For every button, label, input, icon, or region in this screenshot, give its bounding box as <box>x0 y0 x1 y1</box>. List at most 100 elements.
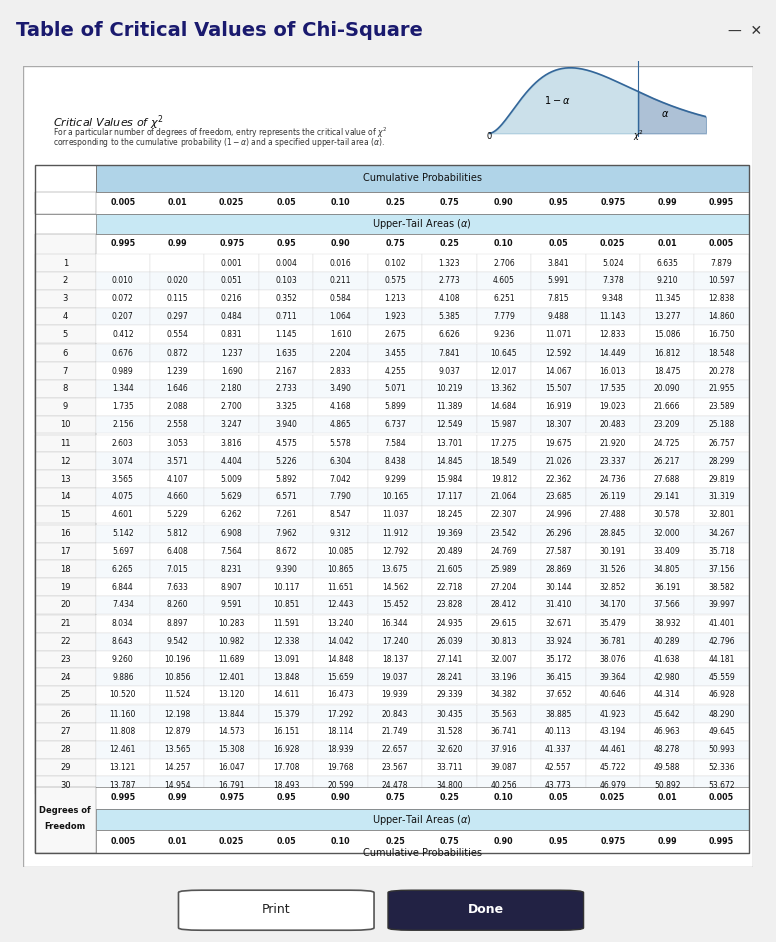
Bar <box>640 380 695 398</box>
Text: 8.034: 8.034 <box>112 620 133 628</box>
Bar <box>368 290 422 307</box>
Text: 0.412: 0.412 <box>112 330 133 339</box>
Text: 12.549: 12.549 <box>436 420 462 429</box>
Bar <box>640 706 695 723</box>
Text: 38.076: 38.076 <box>599 655 626 664</box>
Text: 8.643: 8.643 <box>112 637 133 646</box>
Text: 0.975: 0.975 <box>600 836 625 846</box>
Text: 30.191: 30.191 <box>600 547 626 556</box>
Bar <box>205 325 259 343</box>
Text: 30.144: 30.144 <box>545 582 572 592</box>
Text: 15.987: 15.987 <box>490 420 517 429</box>
Text: 15.507: 15.507 <box>545 384 572 394</box>
Text: 27.488: 27.488 <box>600 510 626 519</box>
Bar <box>531 488 586 506</box>
Bar <box>259 723 314 740</box>
Text: 0.072: 0.072 <box>112 294 133 303</box>
Text: 30.813: 30.813 <box>490 637 517 646</box>
Text: 0.95: 0.95 <box>549 199 568 207</box>
Bar <box>586 723 640 740</box>
Text: 46.928: 46.928 <box>708 690 735 700</box>
Bar <box>586 506 640 524</box>
Bar <box>150 434 205 452</box>
Text: 0.020: 0.020 <box>166 276 188 285</box>
Text: 1.923: 1.923 <box>384 312 406 321</box>
Text: 0.001: 0.001 <box>221 259 243 268</box>
Text: 13.565: 13.565 <box>164 745 191 755</box>
Bar <box>422 307 476 325</box>
Bar <box>95 776 150 794</box>
Text: 22.362: 22.362 <box>545 475 571 483</box>
Bar <box>368 776 422 794</box>
Bar <box>531 345 586 363</box>
Text: 27.688: 27.688 <box>654 475 681 483</box>
Bar <box>205 723 259 740</box>
Bar <box>95 615 150 633</box>
Text: 0.352: 0.352 <box>275 294 297 303</box>
Bar <box>531 452 586 470</box>
Bar <box>422 723 476 740</box>
Text: 0.01: 0.01 <box>657 793 677 803</box>
Text: 42.557: 42.557 <box>545 763 572 771</box>
Text: 37.156: 37.156 <box>708 565 735 574</box>
Text: 22.307: 22.307 <box>490 510 517 519</box>
Bar <box>476 543 531 560</box>
Bar <box>531 740 586 758</box>
Text: 1.690: 1.690 <box>221 366 243 376</box>
Text: 7.378: 7.378 <box>602 276 624 285</box>
Bar <box>368 740 422 758</box>
Text: 0.99: 0.99 <box>657 199 677 207</box>
Text: 36.741: 36.741 <box>490 727 517 737</box>
Text: 28: 28 <box>60 745 71 755</box>
Bar <box>95 740 150 758</box>
Bar <box>640 415 695 433</box>
Bar <box>368 307 422 325</box>
Text: 9.390: 9.390 <box>275 565 297 574</box>
Bar <box>422 452 476 470</box>
Bar <box>695 415 749 433</box>
Bar <box>95 363 150 380</box>
Text: 0.995: 0.995 <box>709 836 734 846</box>
Text: 21.026: 21.026 <box>545 457 571 465</box>
Text: 32.620: 32.620 <box>436 745 462 755</box>
Bar <box>205 776 259 794</box>
Bar <box>259 758 314 776</box>
Text: 20.843: 20.843 <box>382 709 408 719</box>
Text: 0.90: 0.90 <box>494 199 514 207</box>
Text: 13.120: 13.120 <box>219 690 245 700</box>
Bar <box>586 380 640 398</box>
Text: 18.549: 18.549 <box>490 457 517 465</box>
Text: 13.848: 13.848 <box>273 673 300 682</box>
Bar <box>205 668 259 686</box>
Bar <box>314 363 368 380</box>
Bar <box>150 254 205 272</box>
Bar <box>640 345 695 363</box>
Text: 8.438: 8.438 <box>384 457 406 465</box>
Text: 33.196: 33.196 <box>490 673 517 682</box>
Bar <box>150 560 205 578</box>
Text: 20.599: 20.599 <box>327 781 354 789</box>
Bar <box>531 560 586 578</box>
Bar <box>35 363 95 380</box>
Text: 19.369: 19.369 <box>436 529 462 538</box>
Bar <box>150 740 205 758</box>
Text: 26.217: 26.217 <box>654 457 681 465</box>
Text: 24.725: 24.725 <box>654 439 681 448</box>
Bar <box>368 398 422 415</box>
Bar <box>368 488 422 506</box>
Text: 3.841: 3.841 <box>548 259 569 268</box>
Text: 2.167: 2.167 <box>275 366 297 376</box>
Text: 0.005: 0.005 <box>709 793 734 803</box>
Text: 21: 21 <box>60 620 71 628</box>
Bar <box>95 651 150 668</box>
Text: 0.484: 0.484 <box>221 312 243 321</box>
Text: 18.475: 18.475 <box>654 366 681 376</box>
Text: 40.646: 40.646 <box>599 690 626 700</box>
Text: 28.299: 28.299 <box>708 457 735 465</box>
Text: 13.121: 13.121 <box>109 763 136 771</box>
Bar <box>314 488 368 506</box>
Bar <box>695 740 749 758</box>
Bar <box>531 254 586 272</box>
Text: 6.635: 6.635 <box>656 259 678 268</box>
Text: 40.113: 40.113 <box>545 727 572 737</box>
